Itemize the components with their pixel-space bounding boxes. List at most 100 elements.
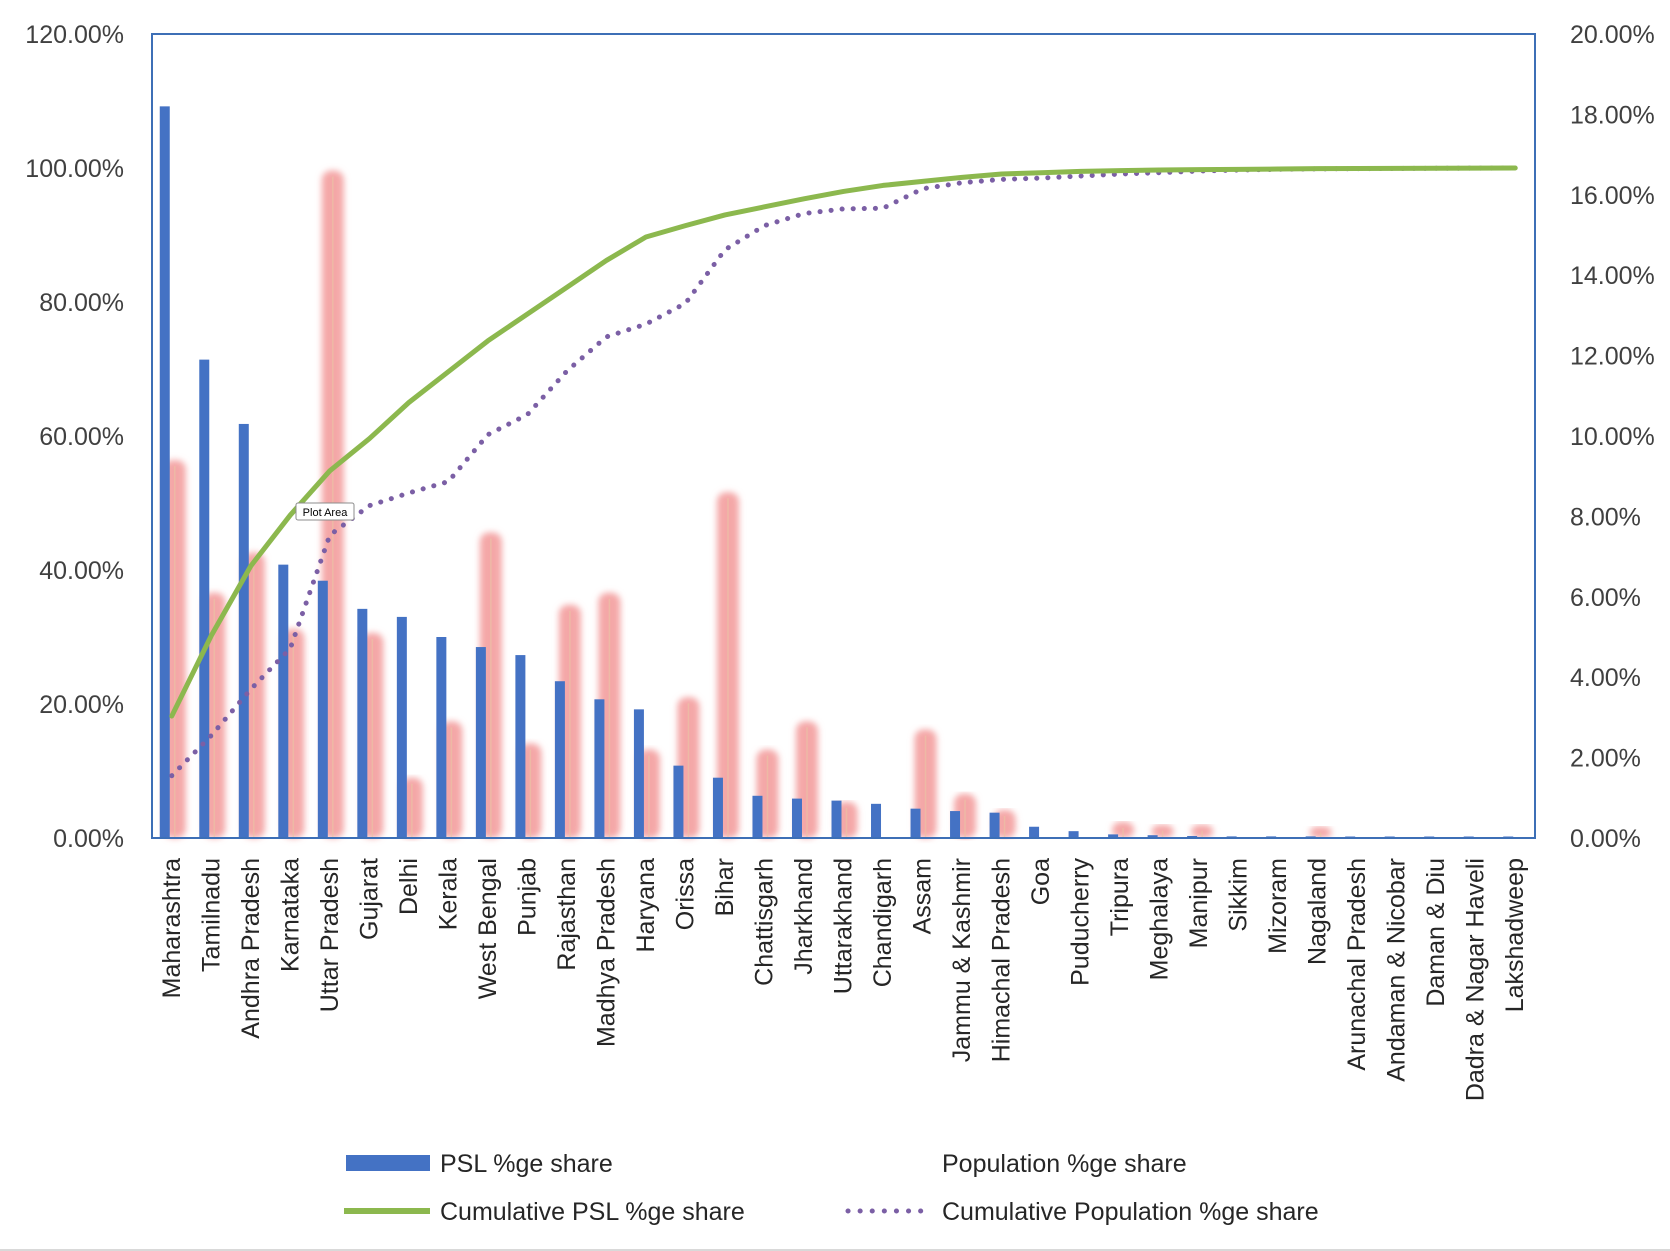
- plot-area-tooltip: Plot Area: [295, 502, 355, 521]
- psl-bar[interactable]: [317, 580, 328, 838]
- cumulative-psl-line[interactable]: [169, 165, 1518, 719]
- psl-bar[interactable]: [199, 359, 210, 838]
- right-axis-tick-label: 10.00%: [1570, 423, 1655, 451]
- right-axis-tick-label: 6.00%: [1570, 584, 1641, 612]
- left-axis-tick-label: 60.00%: [39, 423, 124, 451]
- left-axis-tick-label: 100.00%: [25, 155, 124, 183]
- legend-label-population: Population %ge share: [942, 1150, 1187, 1178]
- right-axis-tick-label: 20.00%: [1570, 21, 1655, 49]
- psl-bar[interactable]: [1068, 831, 1079, 838]
- category-label: Delhi: [395, 858, 423, 915]
- category-label: Madhya Pradesh: [592, 858, 620, 1047]
- right-axis-tick-label: 2.00%: [1570, 745, 1641, 773]
- category-label: Haryana: [632, 858, 660, 953]
- psl-bar[interactable]: [752, 795, 763, 838]
- psl-bar[interactable]: [436, 637, 447, 838]
- category-label: Tamilnadu: [197, 858, 225, 972]
- category-label: Uttar Pradesh: [316, 858, 344, 1012]
- right-axis-tick-label: 12.00%: [1570, 343, 1655, 371]
- category-label: Mizoram: [1264, 858, 1292, 954]
- psl-bar[interactable]: [1108, 834, 1119, 838]
- right-axis-tick-label: 18.00%: [1570, 101, 1655, 129]
- category-label: Jammu & Kashmir: [948, 858, 976, 1062]
- tooltip-label: Plot Area: [303, 507, 349, 519]
- right-axis-tick-label: 8.00%: [1570, 503, 1641, 531]
- category-label: Rajasthan: [553, 858, 581, 971]
- right-axis-tick-label: 16.00%: [1570, 182, 1655, 210]
- category-label: Jharkhand: [790, 858, 818, 975]
- right-axis-tick-label: 0.00%: [1570, 825, 1641, 853]
- left-axis-tick-label: 0.00%: [53, 825, 124, 853]
- psl-bars: [159, 106, 1514, 839]
- right-axis-ticks: 0.00% 2.00% 4.00% 6.00% 8.00% 10.00% 12.00% 14.…: [1570, 21, 1655, 853]
- psl-bar[interactable]: [238, 423, 249, 838]
- category-label: Chandigarh: [869, 858, 897, 987]
- psl-bar[interactable]: [278, 564, 289, 838]
- legend-item-cum-psl[interactable]: Cumulative PSL %ge share: [344, 1198, 745, 1226]
- cumulative-lines: [169, 165, 1518, 779]
- psl-bar[interactable]: [673, 765, 684, 838]
- category-label: Nagaland: [1304, 858, 1332, 965]
- category-labels: Maharashtra Tamilnadu Andhra Pradesh Karnat…: [158, 858, 1529, 1102]
- left-axis-tick-label: 20.00%: [39, 691, 124, 719]
- category-label: Goa: [1027, 858, 1055, 905]
- legend-label-cum-pop: Cumulative Population %ge share: [942, 1198, 1319, 1226]
- category-label: Andhra Pradesh: [237, 858, 265, 1039]
- category-label: Maharashtra: [158, 858, 186, 998]
- category-label: Gujarat: [355, 858, 383, 940]
- psl-bar[interactable]: [989, 812, 1000, 838]
- category-label: Daman & Diu: [1422, 858, 1450, 1007]
- psl-bar[interactable]: [159, 106, 170, 839]
- psl-bar[interactable]: [515, 655, 526, 838]
- psl-bar[interactable]: [357, 608, 368, 838]
- left-axis-tick-label: 40.00%: [39, 557, 124, 585]
- psl-bar[interactable]: [396, 616, 407, 838]
- category-label: Tripura: [1106, 858, 1134, 936]
- plot-area-border[interactable]: [151, 33, 1536, 839]
- legend-label-psl: PSL %ge share: [440, 1150, 613, 1178]
- category-label: Dadra & Nagar Haveli: [1462, 858, 1490, 1101]
- category-label: Manipur: [1185, 858, 1213, 948]
- psl-bar[interactable]: [910, 808, 921, 838]
- legend-item-psl[interactable]: PSL %ge share: [346, 1150, 613, 1178]
- category-label: Chattisgarh: [750, 858, 778, 986]
- psl-bar[interactable]: [633, 709, 644, 838]
- category-label: Kerala: [434, 858, 462, 930]
- right-axis-tick-label: 14.00%: [1570, 262, 1655, 290]
- category-label: Andaman & Nicobar: [1383, 858, 1411, 1082]
- category-label: West Bengal: [474, 858, 502, 999]
- category-label: Puducherry: [1067, 858, 1095, 986]
- psl-bar[interactable]: [791, 798, 802, 838]
- psl-bar[interactable]: [950, 811, 961, 838]
- category-label: Orissa: [671, 858, 699, 930]
- legend: PSL %ge share Population %ge share Cumul…: [344, 1150, 1319, 1226]
- psl-bar[interactable]: [712, 777, 723, 838]
- category-label: Bihar: [711, 858, 739, 916]
- category-label: Meghalaya: [1146, 858, 1174, 980]
- psl-bar[interactable]: [554, 681, 565, 838]
- population-bar[interactable]: [1309, 826, 1332, 838]
- left-axis-tick-label: 120.00%: [25, 21, 124, 49]
- category-label: Arunachal Pradesh: [1343, 858, 1371, 1071]
- legend-item-population[interactable]: Population %ge share: [852, 1150, 1187, 1178]
- category-label: Karnataka: [276, 858, 304, 972]
- left-axis-tick-label: 80.00%: [39, 289, 124, 317]
- category-label: Assam: [909, 858, 937, 934]
- category-label: Punjab: [513, 858, 541, 936]
- psl-bar[interactable]: [1187, 835, 1198, 838]
- legend-swatch-psl: [346, 1155, 430, 1171]
- right-axis-tick-label: 4.00%: [1570, 664, 1641, 692]
- psl-bar[interactable]: [594, 699, 605, 838]
- psl-bar[interactable]: [1147, 835, 1158, 838]
- bottom-divider: [0, 1249, 1670, 1251]
- left-axis-ticks: 0.00% 20.00% 40.00% 60.00% 80.00% 100.00% 120.…: [25, 21, 124, 853]
- legend-item-cum-pop[interactable]: Cumulative Population %ge share: [845, 1198, 1319, 1226]
- psl-bar[interactable]: [475, 647, 486, 838]
- category-label: Himachal Pradesh: [988, 858, 1016, 1062]
- psl-bar[interactable]: [871, 803, 882, 838]
- psl-bar[interactable]: [831, 800, 842, 838]
- psl-bar[interactable]: [1029, 826, 1040, 838]
- category-label: Lakshadweep: [1501, 858, 1529, 1012]
